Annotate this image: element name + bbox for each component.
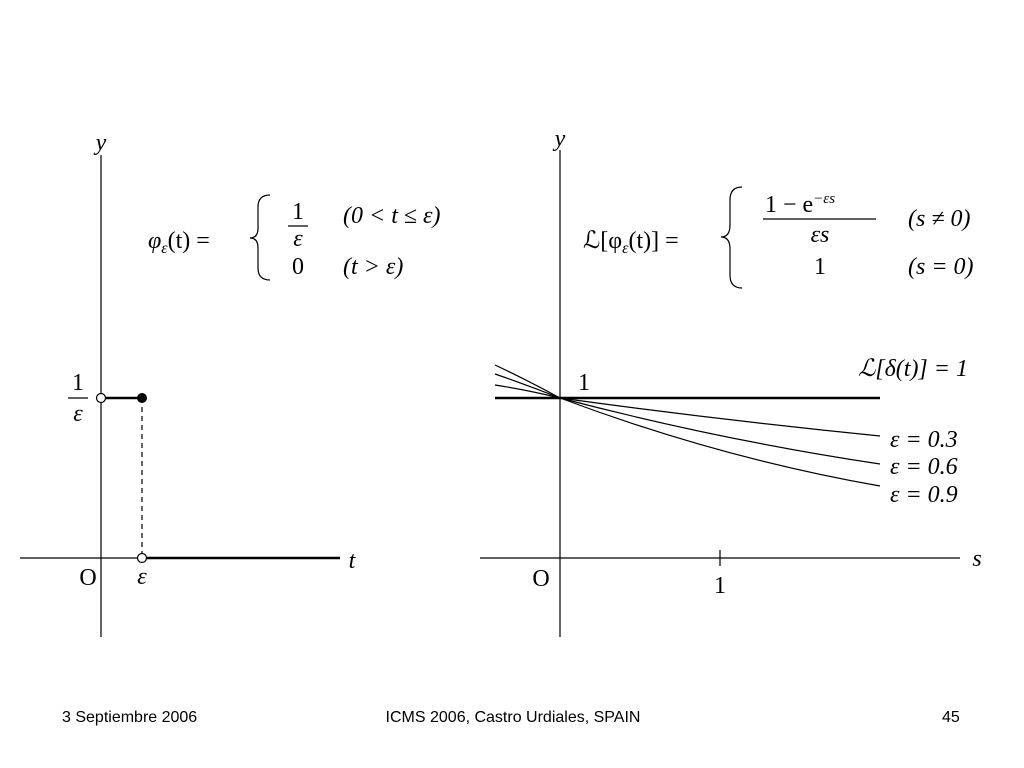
case-denominator: ε — [293, 226, 303, 252]
brace — [720, 186, 743, 289]
case-value: 1 — [814, 254, 826, 280]
case-condition: (s = 0) — [908, 254, 974, 280]
closed-point — [137, 393, 147, 403]
footer-page: 45 — [942, 709, 960, 726]
brace — [249, 194, 271, 281]
case-denominator: εs — [811, 222, 830, 248]
subscript: ε — [161, 240, 168, 257]
curve — [494, 384, 881, 437]
argument: (t)] = — [628, 228, 678, 254]
origin-label: O — [532, 566, 549, 592]
open-point — [136, 552, 148, 564]
level-numerator: 1 — [72, 370, 84, 396]
curve — [494, 373, 881, 465]
exponent: −εs — [813, 191, 835, 207]
case-value: 0 — [292, 254, 304, 280]
numerator: 1 − e — [765, 192, 813, 218]
case-numerator: 1 − e−εs — [765, 191, 835, 218]
case-numerator: 1 — [292, 199, 304, 225]
case-condition: (t > ε) — [343, 254, 403, 280]
curve-label: ε = 0.9 — [890, 482, 958, 508]
prefix: ℒ[φ — [583, 228, 622, 254]
formula-lhs: ℒ[φε(t)] = — [583, 228, 679, 257]
level-label: 1 — [578, 370, 590, 396]
argument: (t) = — [168, 228, 210, 254]
tick-label: 1 — [714, 573, 726, 599]
formula-lhs: φε(t) = — [148, 228, 210, 257]
x-axis-label: s — [972, 546, 981, 572]
curve-label: ε = 0.6 — [890, 454, 958, 480]
footer-event: ICMS 2006, Castro Urdiales, SPAIN — [385, 709, 641, 726]
level-denominator: ε — [73, 401, 83, 427]
delta-label: ℒ[δ(t)] = 1 — [858, 356, 968, 382]
case-condition: (0 < t ≤ ε) — [343, 203, 440, 229]
function: φ — [148, 228, 161, 254]
origin-label: O — [79, 565, 96, 591]
y-axis-label: y — [553, 126, 566, 152]
footer-date: 3 Septiembre 2006 — [62, 709, 198, 726]
curve — [494, 364, 881, 487]
curve-label: ε = 0.3 — [890, 427, 958, 453]
point-label: ε — [137, 564, 147, 590]
open-point — [95, 392, 107, 404]
x-axis-label: t — [349, 548, 357, 574]
case-condition: (s ≠ 0) — [908, 206, 971, 232]
y-axis-label: y — [94, 130, 107, 156]
subscript: ε — [622, 240, 629, 257]
